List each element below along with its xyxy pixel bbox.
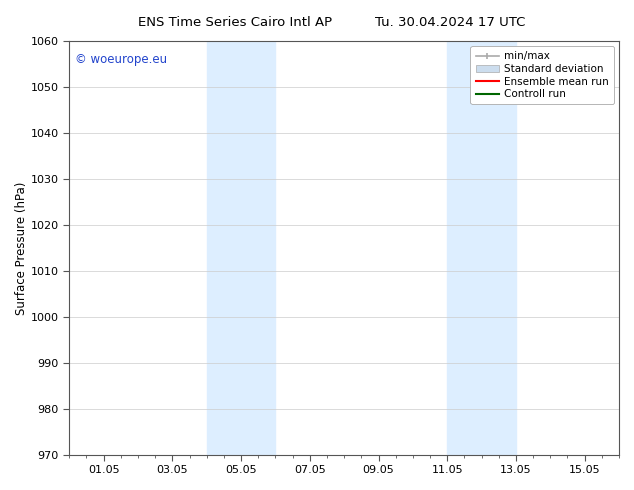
Bar — [447, 41, 516, 455]
Y-axis label: Surface Pressure (hPa): Surface Pressure (hPa) — [15, 181, 28, 315]
Text: Tu. 30.04.2024 17 UTC: Tu. 30.04.2024 17 UTC — [375, 16, 526, 29]
Text: ENS Time Series Cairo Intl AP: ENS Time Series Cairo Intl AP — [138, 16, 332, 29]
Text: © woeurope.eu: © woeurope.eu — [75, 53, 167, 67]
Bar — [207, 41, 275, 455]
Legend: min/max, Standard deviation, Ensemble mean run, Controll run: min/max, Standard deviation, Ensemble me… — [470, 46, 614, 104]
